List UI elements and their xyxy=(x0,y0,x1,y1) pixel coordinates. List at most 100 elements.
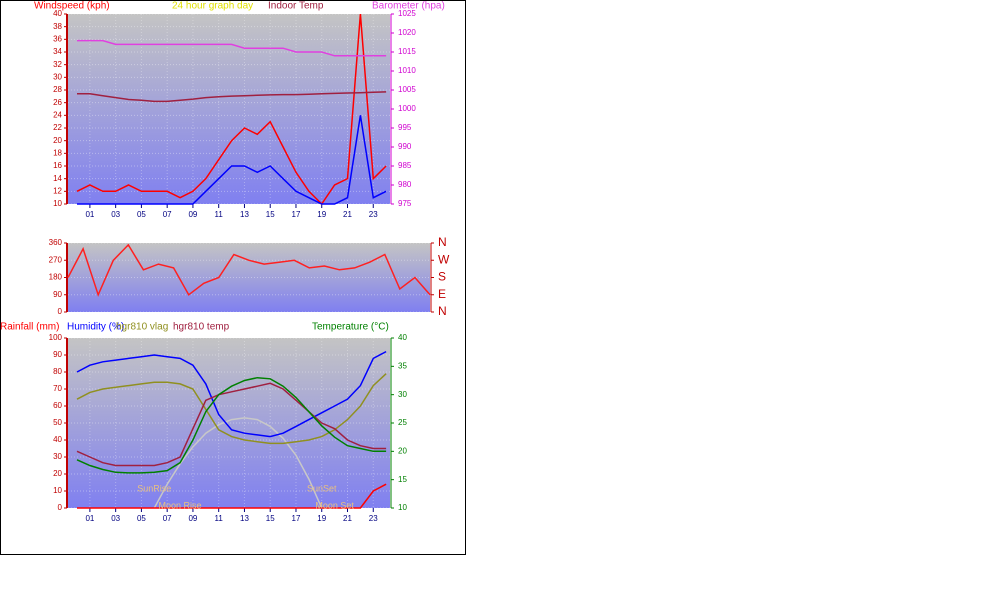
y-tick-label: 14 xyxy=(53,174,62,183)
legend-label: hgr810 temp xyxy=(173,322,230,333)
y-tick-label: 38 xyxy=(53,22,62,31)
y-tick-label: 10 xyxy=(53,486,62,495)
y-tick-label: 180 xyxy=(49,273,63,282)
y-tick-label: 90 xyxy=(53,290,62,299)
y-tick-label: 0 xyxy=(58,307,63,316)
y-tick-label: 20 xyxy=(53,136,62,145)
x-tick-label: 13 xyxy=(240,514,249,523)
series-line xyxy=(76,373,387,445)
y-tick-label: 60 xyxy=(53,401,62,410)
series-line xyxy=(76,350,387,438)
y2-tick-label: 15 xyxy=(398,475,407,484)
y-tick-label: 16 xyxy=(53,161,62,170)
y2-tick-label: 980 xyxy=(398,180,412,189)
y-tick-label: 18 xyxy=(53,148,62,157)
x-tick-label: 17 xyxy=(292,210,301,219)
plot-area xyxy=(68,14,390,204)
y-tick-label: 24 xyxy=(53,110,62,119)
legend-label: Temperature (°C) xyxy=(312,322,389,333)
y2-tick-label: 990 xyxy=(398,142,412,151)
y-tick-label: 36 xyxy=(53,34,62,43)
x-tick-label: 19 xyxy=(317,210,326,219)
x-tick-label: 13 xyxy=(240,210,249,219)
y-tick-label: 40 xyxy=(53,9,62,18)
y2-tick-label: 10 xyxy=(398,503,407,512)
x-tick-label: 01 xyxy=(85,210,94,219)
y-tick-label: 10 xyxy=(53,199,62,208)
legend-label: Indoor Temp xyxy=(268,1,324,12)
y2-tick-label: E xyxy=(438,287,446,301)
y-tick-label: 80 xyxy=(53,367,62,376)
y2-tick-label: 25 xyxy=(398,418,407,427)
series-line xyxy=(76,376,387,474)
x-tick-label: 17 xyxy=(292,514,301,523)
x-tick-label: 23 xyxy=(369,514,378,523)
y-tick-label: 0 xyxy=(58,503,63,512)
y-tick-label: 270 xyxy=(49,255,63,264)
y2-tick-label: 1005 xyxy=(398,85,416,94)
y2-tick-label: S xyxy=(438,270,446,284)
series-line xyxy=(67,243,431,297)
y2-tick-label: N xyxy=(438,235,447,249)
x-tick-label: 03 xyxy=(111,514,120,523)
y-tick-label: 30 xyxy=(53,72,62,81)
series-line xyxy=(77,115,387,205)
y2-tick-label: 1000 xyxy=(398,104,416,113)
x-tick-label: 07 xyxy=(163,210,172,219)
y2-tick-label: 30 xyxy=(398,390,407,399)
y2-tick-label: 1025 xyxy=(398,9,416,18)
y-tick-label: 70 xyxy=(53,384,62,393)
y2-tick-label: N xyxy=(438,304,447,318)
y-tick-label: 34 xyxy=(53,47,62,56)
subtitle: 24 hour graph day xyxy=(172,1,253,12)
x-tick-label: 09 xyxy=(188,514,197,523)
y2-tick-label: 40 xyxy=(398,333,407,342)
y-tick-label: 22 xyxy=(53,123,62,132)
x-tick-label: 15 xyxy=(266,210,275,219)
series-line xyxy=(153,417,323,509)
y2-tick-label: 1015 xyxy=(398,47,416,56)
annotation: Moon Set xyxy=(315,500,354,510)
annotation: SunRise xyxy=(137,483,171,493)
y-tick-label: 28 xyxy=(53,85,62,94)
x-tick-label: 23 xyxy=(369,210,378,219)
y2-tick-label: 995 xyxy=(398,123,412,132)
legend-label: Barometer (hpa) xyxy=(372,1,445,12)
y-tick-label: 100 xyxy=(49,333,63,342)
plot-area xyxy=(68,338,390,508)
y-tick-label: 360 xyxy=(49,238,63,247)
y-tick-label: 12 xyxy=(53,186,62,195)
series-line xyxy=(77,39,387,57)
series-line xyxy=(77,91,387,103)
x-tick-label: 01 xyxy=(85,514,94,523)
x-tick-label: 09 xyxy=(188,210,197,219)
legend-label: Rainfall (mm) xyxy=(0,322,59,333)
x-tick-label: 21 xyxy=(343,514,352,523)
y2-tick-label: 985 xyxy=(398,161,412,170)
annotation: SunSet xyxy=(307,483,337,493)
y2-tick-label: 20 xyxy=(398,446,407,455)
y2-tick-label: 35 xyxy=(398,361,407,370)
y-tick-label: 40 xyxy=(53,435,62,444)
plot-area xyxy=(68,243,430,312)
series-line xyxy=(76,13,387,206)
legend-label: Windspeed (kph) xyxy=(34,1,110,12)
legend-label: Humidity (%) xyxy=(67,322,124,333)
y-tick-label: 26 xyxy=(53,98,62,107)
series-line xyxy=(77,483,387,509)
legend-label: hgr810 vlag xyxy=(116,322,168,333)
x-tick-label: 03 xyxy=(111,210,120,219)
y2-tick-label: 1020 xyxy=(398,28,416,37)
x-tick-label: 05 xyxy=(137,210,146,219)
x-tick-label: 11 xyxy=(215,514,224,523)
y2-tick-label: W xyxy=(438,252,450,266)
x-tick-label: 07 xyxy=(163,514,172,523)
y2-tick-label: 975 xyxy=(398,199,412,208)
y-tick-label: 90 xyxy=(53,350,62,359)
x-tick-label: 15 xyxy=(266,514,275,523)
y-tick-label: 20 xyxy=(53,469,62,478)
x-tick-label: 11 xyxy=(215,210,224,219)
x-tick-label: 21 xyxy=(343,210,352,219)
annotation: Moon Rise xyxy=(159,500,202,510)
x-tick-label: 05 xyxy=(137,514,146,523)
